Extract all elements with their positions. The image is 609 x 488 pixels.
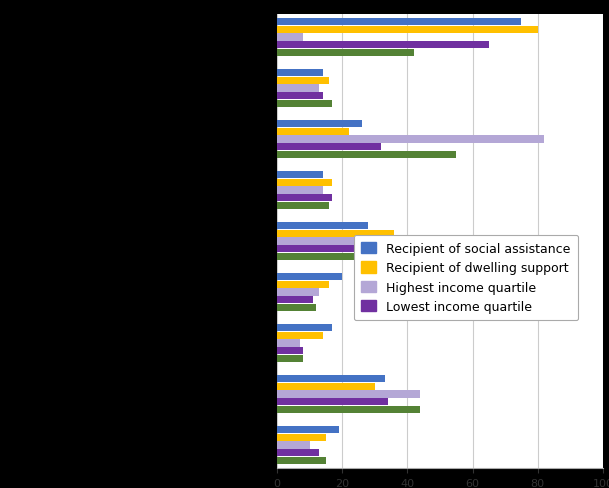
Bar bbox=[277, 70, 323, 77]
Bar bbox=[277, 347, 303, 355]
Bar bbox=[277, 332, 323, 339]
Bar bbox=[277, 391, 420, 398]
Bar bbox=[277, 383, 375, 390]
Bar bbox=[277, 101, 333, 108]
Bar bbox=[277, 297, 313, 304]
Bar bbox=[277, 223, 368, 229]
Bar bbox=[277, 246, 375, 253]
Bar bbox=[277, 289, 320, 296]
Bar bbox=[277, 434, 326, 441]
Bar bbox=[277, 305, 316, 311]
Bar bbox=[277, 426, 339, 433]
Bar bbox=[277, 78, 329, 84]
Bar bbox=[277, 195, 333, 202]
Bar bbox=[277, 340, 300, 347]
Bar bbox=[277, 375, 385, 382]
Bar bbox=[277, 34, 303, 41]
Bar bbox=[277, 144, 381, 151]
Bar bbox=[277, 238, 375, 245]
Bar bbox=[277, 121, 362, 128]
Bar bbox=[277, 152, 456, 159]
Bar bbox=[277, 42, 489, 49]
Bar bbox=[277, 179, 333, 186]
Bar bbox=[277, 449, 320, 456]
Bar bbox=[277, 281, 329, 288]
Bar bbox=[277, 324, 333, 331]
Legend: Recipient of social assistance, Recipient of dwelling support, Highest income qu: Recipient of social assistance, Recipien… bbox=[354, 235, 579, 321]
Bar bbox=[277, 136, 544, 143]
Bar bbox=[277, 457, 326, 464]
Bar bbox=[277, 50, 414, 57]
Bar bbox=[277, 273, 342, 281]
Bar bbox=[277, 355, 303, 363]
Bar bbox=[277, 442, 310, 449]
Bar bbox=[277, 254, 362, 261]
Bar bbox=[277, 85, 320, 92]
Bar bbox=[277, 19, 521, 26]
Bar bbox=[277, 187, 323, 194]
Bar bbox=[277, 230, 395, 237]
Bar bbox=[277, 203, 329, 210]
Bar bbox=[277, 406, 420, 413]
Bar bbox=[277, 93, 323, 100]
Bar bbox=[277, 399, 388, 406]
Bar bbox=[277, 172, 323, 179]
Bar bbox=[277, 27, 538, 34]
Bar bbox=[277, 128, 349, 136]
